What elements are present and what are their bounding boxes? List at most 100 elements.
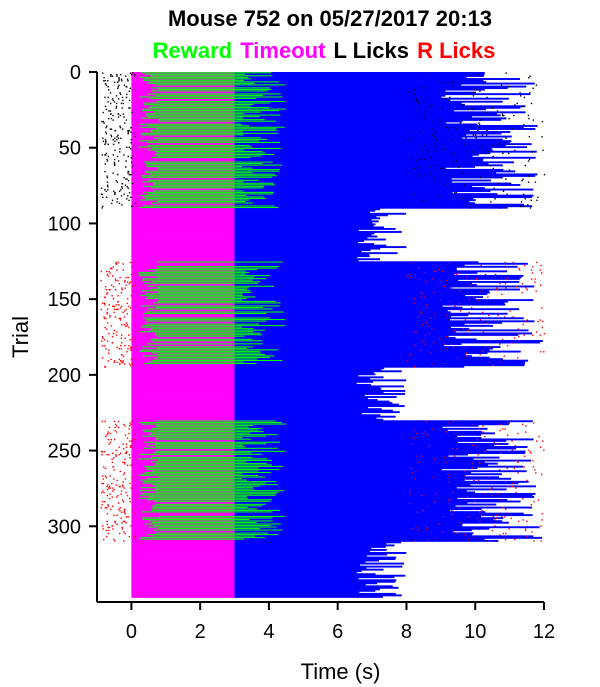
lick-mark [536,199,538,202]
lick-mark [130,157,133,159]
timeout-bar [131,555,235,557]
lick-mark [113,164,116,167]
lick-mark [435,493,437,495]
lick-mark [455,160,458,162]
lick-mark [118,142,120,144]
lick-mark [134,434,136,436]
lick-mark [424,296,426,298]
lick-mark [120,73,122,76]
lick-mark [523,334,525,336]
lick-mark [118,508,120,510]
timeout-bar [131,579,235,582]
response-bar [234,474,465,477]
lick-mark [123,540,125,542]
lick-mark [101,340,103,342]
timeout-bar [131,585,235,588]
reward-bar [139,331,254,333]
lick-mark [432,104,435,106]
lick-mark [506,434,509,436]
lick-mark [118,190,121,192]
lick-mark [542,149,544,152]
response-bar [234,382,357,385]
response-bar [234,588,381,591]
lick-mark [128,432,130,435]
response-bar [234,128,536,130]
lick-mark [431,278,434,280]
lick-mark [122,360,124,362]
response-bar [234,238,386,241]
lick-mark [128,497,131,500]
reward-bar [153,190,243,192]
lick-mark [539,284,542,286]
reward-bar [144,170,279,172]
response-bar [234,143,532,146]
response-bar [234,131,511,133]
response-bar [234,159,483,162]
lick-mark [128,345,130,347]
lick-mark [465,348,467,350]
reward-bar [151,428,263,430]
lick-mark [121,182,123,185]
lick-mark [116,514,118,517]
timeout-bar [131,549,235,551]
response-bar [234,361,526,364]
lick-mark [487,151,489,153]
reward-bar [147,116,260,118]
lick-mark [130,423,132,426]
lick-mark [494,519,496,521]
reward-bar [153,182,274,184]
lick-mark [128,305,130,308]
y-tick-label: 200 [48,365,81,387]
timeout-bar [131,394,235,397]
response-bar [234,220,379,223]
response-bar [234,492,536,495]
lick-mark [112,143,115,146]
lick-mark [465,352,468,354]
reward-bar [141,290,251,292]
lick-mark [127,129,129,132]
lick-mark [452,175,454,177]
lick-mark [440,120,443,123]
lick-mark [130,295,133,297]
timeout-bar [131,514,235,517]
lick-mark [108,288,111,291]
response-bar [234,253,370,256]
reward-bar [145,293,243,295]
lick-mark [118,80,120,82]
reward-bar [140,349,279,351]
lick-mark [115,308,117,311]
lick-mark [104,500,106,503]
timeout-bar [131,209,235,212]
lick-mark [132,172,135,174]
timeout-bar [131,576,235,579]
lick-mark [535,331,538,333]
lick-mark [104,143,106,146]
response-bar [234,137,463,140]
response-bar [234,256,358,259]
timeout-bar [131,388,235,391]
lick-mark [413,331,415,333]
reward-bar [144,471,271,474]
lick-mark [103,76,105,79]
lick-mark [117,87,119,89]
lick-mark [108,89,110,91]
response-bar [234,409,393,412]
lick-mark [494,198,496,200]
lick-mark [122,102,125,105]
timeout-bar [131,412,235,415]
response-bar [234,476,500,479]
lick-mark [118,282,121,285]
response-bar [234,317,524,320]
lick-mark [120,348,122,350]
lick-mark [122,269,125,271]
lick-mark [125,276,127,279]
response-bar [234,592,396,595]
lick-mark [115,279,117,282]
lick-mark [127,155,129,158]
lick-mark [537,196,539,199]
lick-mark [123,487,125,489]
lick-mark [491,529,494,532]
response-bar [234,297,476,300]
lick-mark [109,493,111,495]
response-bar [234,288,520,291]
